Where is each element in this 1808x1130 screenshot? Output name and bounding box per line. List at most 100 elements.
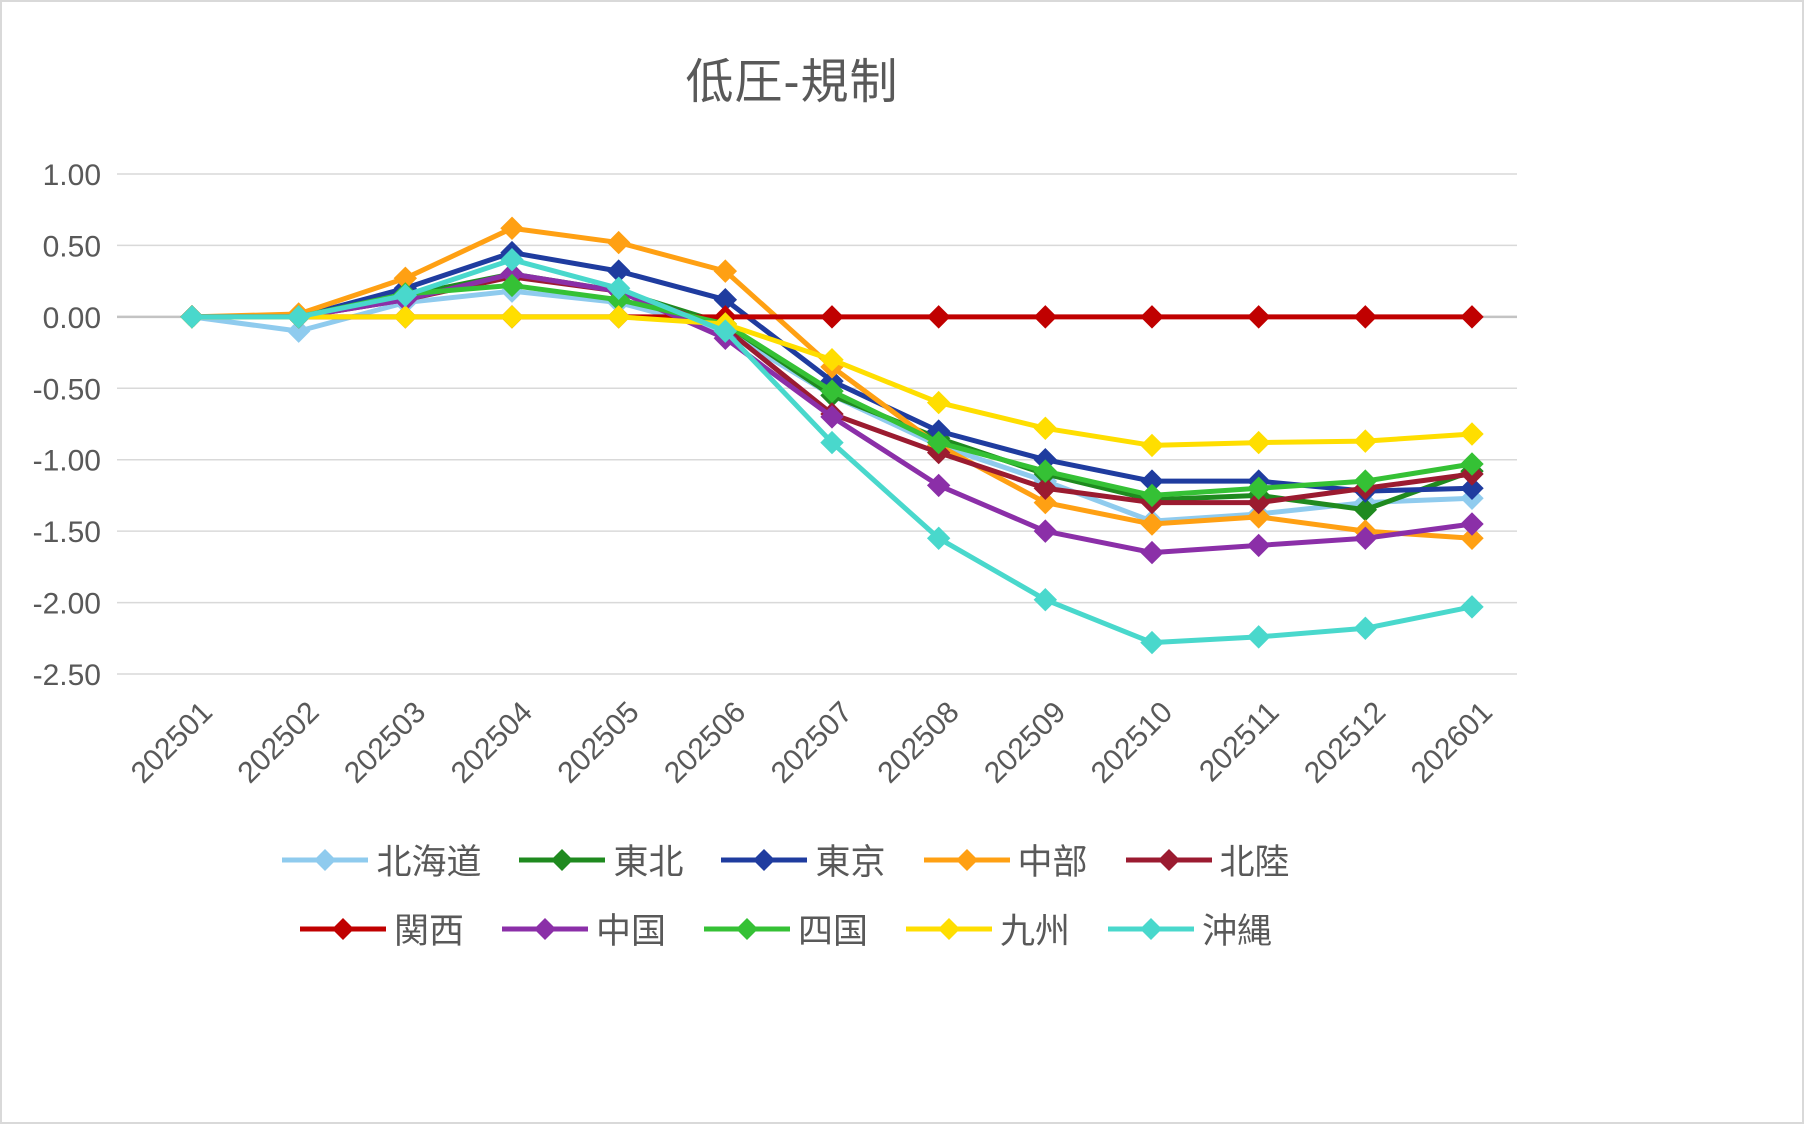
legend-label: 中部: [1017, 843, 1088, 882]
x-axis-tick-label: 202601: [1405, 696, 1499, 790]
series-marker-5: [1460, 305, 1484, 329]
legend-marker-icon: [501, 917, 588, 940]
legend-item-9: 沖縄: [1108, 903, 1272, 954]
x-axis-tick-label: 202504: [445, 696, 539, 790]
series-marker-5: [1033, 305, 1058, 329]
series-marker-9: [713, 319, 738, 343]
legend-label: 関西: [393, 912, 464, 951]
series-marker-9: [1460, 595, 1484, 619]
series-marker-9: [180, 305, 204, 329]
y-axis-tick-label: -2.50: [33, 659, 101, 692]
series-marker-7: [1460, 452, 1484, 476]
legend-row: 関西 中国 四国 九州 沖縄: [299, 903, 1272, 954]
legend-item-5: 関西: [299, 903, 464, 954]
legend-item-2: 東京: [721, 834, 886, 885]
x-axis-tick-label: 202503: [338, 696, 432, 790]
legend-label: 北海道: [376, 843, 482, 882]
x-axis-tick-label: 202505: [551, 696, 645, 790]
series-marker-7: [1353, 469, 1378, 493]
legend-label: 沖縄: [1202, 912, 1273, 951]
series-marker-9: [1033, 588, 1058, 612]
series-marker-9: [286, 305, 311, 329]
series-marker-8: [1033, 416, 1058, 440]
series-marker-5: [1140, 305, 1164, 329]
series-marker-9: [606, 276, 631, 300]
series-marker-8: [1140, 433, 1164, 458]
legend-marker-icon: [1108, 917, 1195, 940]
legend-marker-icon: [1125, 848, 1212, 871]
series-marker-5: [926, 305, 951, 329]
series-marker-6: [1460, 512, 1484, 536]
series-marker-8: [500, 305, 524, 329]
series-marker-8: [926, 390, 951, 415]
series-marker-3: [1246, 505, 1271, 529]
x-axis-tick-label: 202501: [125, 696, 219, 790]
series-marker-8: [393, 305, 418, 329]
legend-label: 九州: [1000, 912, 1071, 951]
legend-marker-icon: [721, 848, 808, 871]
series-marker-4: [1246, 490, 1271, 515]
series-marker-5: [1353, 305, 1378, 329]
chart-title: 低圧-規制: [685, 56, 899, 109]
series-marker-3: [606, 230, 631, 255]
series-marker-8: [1460, 422, 1484, 446]
x-axis-tick-label: 202510: [1085, 696, 1179, 790]
legend-marker-icon: [703, 917, 790, 940]
x-axis-tick-label: 202506: [658, 696, 752, 790]
series-marker-2: [1460, 476, 1484, 500]
x-axis-tick-label: 202507: [765, 696, 859, 790]
series-marker-6: [926, 473, 951, 498]
series-marker-6: [1353, 526, 1378, 550]
x-axis-tick-label: 202511: [1193, 696, 1286, 789]
x-axis-tick-label: 202508: [871, 696, 965, 790]
series-marker-6: [1140, 540, 1164, 565]
series-marker-6: [1246, 533, 1271, 558]
y-axis-tick-label: 0.00: [43, 302, 101, 335]
series-marker-7: [1140, 483, 1164, 508]
y-axis-tick-label: 0.50: [43, 230, 101, 263]
series-marker-8: [606, 305, 631, 329]
legend-marker-icon: [906, 917, 992, 940]
y-axis-tick-label: -0.50: [33, 373, 101, 406]
legend-label: 東京: [815, 843, 886, 882]
series-marker-5: [820, 305, 844, 329]
series-marker-9: [500, 248, 524, 272]
series-marker-8: [1246, 430, 1271, 455]
series-marker-4: [1033, 476, 1058, 500]
series-marker-3: [713, 259, 738, 283]
series-marker-3: [1033, 490, 1058, 515]
y-axis-tick-label: 1.00: [43, 159, 101, 192]
legend-label: 北陸: [1219, 843, 1290, 882]
series-marker-9: [926, 526, 951, 550]
legend-item-1: 東北: [519, 834, 683, 885]
series-marker-8: [820, 348, 844, 372]
legend-item-0: 北海道: [282, 834, 481, 885]
series-marker-9: [1140, 630, 1164, 655]
series-marker-8: [1353, 429, 1378, 453]
legend-label: 中国: [595, 912, 666, 951]
legend-item-8: 九州: [906, 903, 1070, 954]
legend-marker-icon: [923, 848, 1010, 871]
legend-marker-icon: [519, 848, 606, 871]
legend-label: 四国: [797, 912, 868, 951]
series-marker-6: [1033, 519, 1058, 543]
x-axis-tick-label: 202509: [978, 696, 1072, 790]
series-marker-9: [1353, 616, 1378, 640]
x-axis-tick-label: 202502: [231, 696, 325, 790]
legend-item-7: 四国: [703, 903, 868, 954]
series-marker-7: [500, 273, 524, 298]
legend-row: 北海道 東北 東京 中部 北陸: [282, 834, 1290, 885]
series-marker-3: [1140, 512, 1164, 536]
legend-label: 東北: [613, 843, 684, 882]
y-axis-tick-label: -2.00: [33, 588, 101, 621]
series-marker-9: [820, 430, 844, 455]
series-marker-3: [500, 216, 524, 240]
series-marker-6: [820, 405, 844, 429]
y-axis-tick-label: -1.50: [33, 516, 101, 549]
legend-item-4: 北陸: [1125, 834, 1290, 885]
series-marker-3: [1460, 526, 1484, 550]
series-marker-7: [820, 379, 844, 403]
